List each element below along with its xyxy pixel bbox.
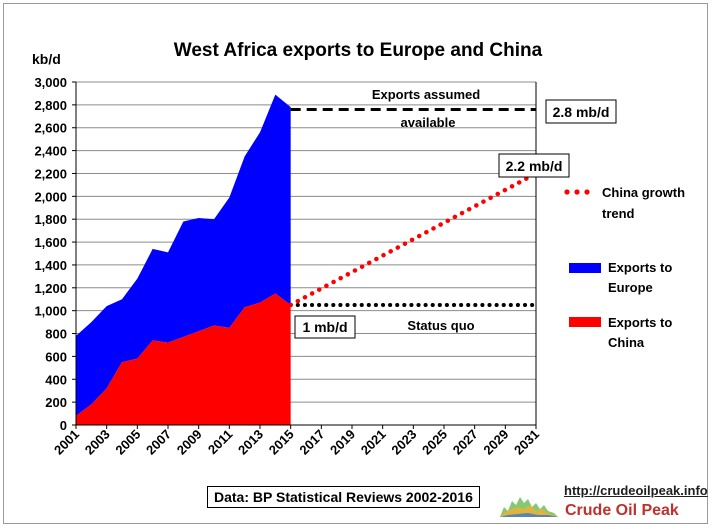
projection-lines: [288, 107, 539, 308]
x-tick-label: 2031: [511, 427, 542, 458]
x-tick-label: 2011: [205, 427, 236, 458]
y-tick-label: 1,000: [34, 304, 67, 319]
legend: China growth trend Exports to Europe Exports…: [564, 185, 685, 350]
legend-swatch-europe: [569, 263, 601, 273]
label-2-2-mbd-box: [498, 153, 570, 178]
y-tick-label: 800: [45, 327, 67, 342]
y-tick-label: 2,200: [34, 166, 67, 181]
chart-title: West Africa exports to Europe and China: [174, 40, 543, 61]
data-source-note: Data: BP Statistical Reviews 2002-2016: [207, 486, 480, 508]
legend-label-china-2: China: [608, 335, 645, 350]
label-2-8-mbd-box: [545, 99, 617, 124]
x-tick-label: 2015: [266, 427, 297, 458]
annotation-status-quo: Status quo: [407, 318, 474, 333]
logo-name: Crude Oil Peak: [565, 502, 679, 519]
label-1-mbd: 1 mb/d: [302, 319, 347, 335]
legend-dot: [564, 189, 570, 195]
y-tick-label: 200: [45, 395, 67, 410]
y-tick-labels: 0 200 400 600 800 1,000 1,200 1,400 1,600 1,800 2,…: [34, 75, 67, 433]
y-tick-label: 1,800: [34, 212, 67, 227]
x-tick-label: 2001: [51, 427, 82, 458]
x-tick-label: 2025: [419, 427, 450, 458]
logo-url-link[interactable]: http://crudeoilpeak.info: [564, 483, 708, 498]
y-tick-label: 2,800: [34, 98, 67, 113]
legend-label-china-growth-2: trend: [602, 206, 635, 221]
x-tick-label: 2013: [235, 427, 266, 458]
x-tick-label: 2005: [112, 427, 143, 458]
x-tick-label: 2003: [82, 427, 113, 458]
axes: [72, 81, 537, 429]
legend-dot: [574, 189, 580, 195]
y-tick-label: 2,600: [34, 121, 67, 136]
x-tick-label: 2029: [480, 427, 511, 458]
legend-label-china-growth: China growth: [602, 185, 685, 200]
y-axis-label: kb/d: [32, 51, 61, 67]
x-tick-label: 2009: [174, 427, 205, 458]
legend-swatch-china: [569, 317, 601, 327]
label-1-mbd-box: [294, 315, 356, 339]
legend-dot: [584, 189, 590, 195]
crude-oil-peak-logo-graphic: [500, 497, 558, 517]
label-2-2-mbd: 2.2 mb/d: [506, 158, 563, 174]
area-exports-to-china: [76, 293, 291, 425]
y-tick-label: 400: [45, 372, 67, 387]
y-tick-label: 2,400: [34, 144, 67, 159]
legend-label-china: Exports to: [608, 315, 672, 330]
y-tick-label: 1,600: [34, 235, 67, 250]
x-tick-label: 2027: [450, 427, 481, 458]
y-tick-label: 1,200: [34, 281, 67, 296]
y-tick-label: 2,000: [34, 189, 67, 204]
annotations: Exports assumed available 2.8 mb/d 2.2 mb/d…: [294, 87, 617, 339]
y-tick-label: 600: [45, 349, 67, 364]
annotation-available: available: [401, 115, 456, 130]
y-tick-label: 0: [60, 418, 67, 433]
x-tick-label: 2023: [388, 427, 419, 458]
x-tick-label: 2007: [143, 427, 174, 458]
x-tick-label: 2017: [296, 427, 327, 458]
y-tick-label: 1,400: [34, 258, 67, 273]
chart-canvas: 0 200 400 600 800 1,000 1,200 1,400 1,600 1,800 2,…: [32, 40, 685, 458]
chart-frame: 0 200 400 600 800 1,000 1,200 1,400 1,600 1,800 2,…: [3, 3, 708, 524]
legend-label-europe-2: Europe: [608, 280, 653, 295]
legend-label-europe: Exports to: [608, 260, 672, 275]
x-tick-labels: 2001 2003 2005 2007 2009 2011 2013 2015 2017 2019…: [51, 427, 542, 458]
x-tick-label: 2021: [358, 427, 389, 458]
annotation-exports-assumed: Exports assumed: [372, 87, 480, 102]
y-tick-label: 3,000: [34, 75, 67, 90]
line-china-growth-trend: [288, 171, 539, 308]
label-2-8-mbd: 2.8 mb/d: [553, 104, 610, 120]
stacked-areas: [76, 94, 291, 425]
x-tick-label: 2019: [327, 427, 358, 458]
area-exports-to-europe: [76, 94, 291, 416]
